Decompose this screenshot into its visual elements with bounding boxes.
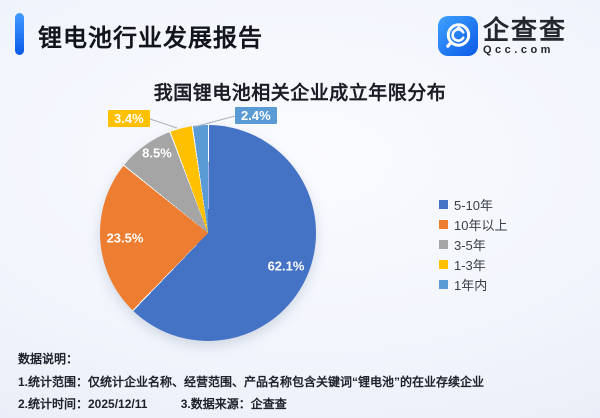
legend-item-5-10y: 5-10年 <box>439 194 507 214</box>
pie-label-over-10y: 23.5% <box>106 230 144 246</box>
chart-title: 我国锂电池相关企业成立年限分布 <box>153 83 447 104</box>
brand-text: 企查查 Qcc.com <box>483 17 567 56</box>
legend-swatch-5-10y <box>439 199 448 209</box>
legend-swatch-under-1y <box>439 279 448 289</box>
footer-note-date: 2.统计时间：2025/12/11 <box>18 397 148 411</box>
footer-note-meta: 2.统计时间：2025/12/11 3.数据来源：企查查 <box>18 398 484 410</box>
brand-name: 企查查 <box>483 14 568 45</box>
brand-logo: 企查查 Qcc.com <box>438 16 567 56</box>
legend-swatch-3-5y <box>439 239 448 249</box>
brand-domain: Qcc.com <box>483 43 554 56</box>
page-title: 锂电池行业发展报告 <box>38 25 263 52</box>
legend-label-under-1y: 1年内 <box>454 277 488 293</box>
pie-label-5-10y: 62.1% <box>267 258 305 274</box>
leader-line-1-3y <box>149 118 178 129</box>
legend-item-1-3y: 1-3年 <box>439 254 507 274</box>
legend-label-1-3y: 1-3年 <box>454 257 486 273</box>
title-accent-bar <box>15 13 24 55</box>
pie-callout-under-1y: 2.4% <box>235 107 277 124</box>
legend-item-over-10y: 10年以上 <box>439 214 507 234</box>
legend-label-5-10y: 5-10年 <box>454 197 494 213</box>
footer-note-scope: 1.统计范围：仅统计企业名称、经营范围、产品名称包含关键词“锂电池”的在业存续企… <box>18 374 485 389</box>
chart-legend: 5-10年 10年以上 3-5年 1-3年 1年内 <box>439 194 507 294</box>
footer-heading: 数据说明： <box>18 352 79 366</box>
pie-callout-1-3y: 3.4% <box>108 110 150 127</box>
legend-item-under-1y: 1年内 <box>439 274 507 294</box>
footer-notes: 数据说明： 1.统计范围：仅统计企业名称、经营范围、产品名称包含关键词“锂电池”… <box>18 353 484 410</box>
legend-label-3-5y: 3-5年 <box>454 237 486 253</box>
footer-note-source: 3.数据来源：企查查 <box>180 397 287 411</box>
legend-label-over-10y: 10年以上 <box>454 217 508 233</box>
legend-swatch-over-10y <box>439 219 448 229</box>
legend-item-3-5y: 3-5年 <box>439 234 507 254</box>
pie-chart <box>100 125 316 341</box>
legend-swatch-1-3y <box>439 259 448 269</box>
qcc-logo-icon <box>438 16 478 56</box>
pie-label-3-5y: 8.5% <box>142 145 172 161</box>
